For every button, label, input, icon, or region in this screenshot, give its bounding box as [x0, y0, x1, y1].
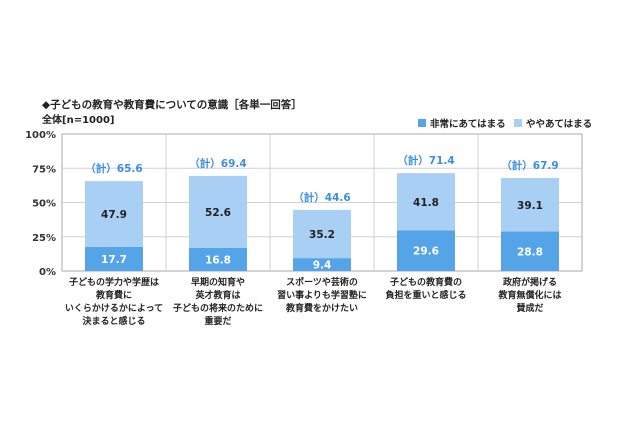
bar-segment-series1 [501, 231, 559, 271]
data-label-series2: 35.2 [309, 229, 335, 241]
x-category-label: 子どもの教育費の負担を重いと感じる [385, 276, 466, 301]
bar-segment-series1 [397, 230, 455, 271]
y-tick-label: 100% [25, 130, 56, 141]
data-label-series1: 9.4 [313, 260, 332, 272]
data-label-series2: 41.8 [413, 197, 439, 209]
data-label-series1: 28.8 [517, 246, 543, 258]
legend-swatch-series2 [514, 119, 522, 127]
y-tick-label: 0% [39, 267, 56, 278]
data-label-series2: 52.6 [205, 207, 231, 219]
legend-label-series2: ややあてはまる [526, 119, 593, 130]
x-category-label: 政府が掲げる教育無償化には賛成だ [497, 276, 561, 314]
x-category-label-line: スポーツや芸術の [286, 276, 358, 288]
chart-title: ◆子どもの教育や教育費についての意識［各単一回答］ [42, 99, 302, 111]
legend-series1: 非常にあてはまる [418, 116, 506, 130]
bar-segment-series2 [85, 181, 143, 247]
bar-segment-series2 [293, 209, 351, 259]
data-label-series1: 17.7 [101, 254, 127, 266]
x-category-label: 子どもの学力や学歴は教育費にいくらかけるかによって決まると感じる [65, 276, 163, 327]
data-label-series1: 16.8 [205, 254, 231, 266]
bar-segment-series1 [293, 258, 351, 271]
x-category-label-line: 賛成だ [516, 302, 543, 314]
bar-segment-series2 [501, 177, 559, 232]
x-category-label: スポーツや芸術の習い事よりも学習塾に教育費をかけたい [277, 276, 367, 314]
x-category-label-line: 重要だ [204, 315, 231, 327]
x-category-label-line: 習い事よりも学習塾に [277, 289, 367, 301]
total-label: （計）44.6 [293, 191, 350, 204]
bar-segment-series2 [397, 173, 455, 231]
x-category-label-line: 政府が掲げる [503, 276, 557, 288]
legend-label-series1: 非常にあてはまる [430, 119, 506, 130]
bar-segment-series1 [85, 246, 143, 271]
x-category-label-line: 教育無償化には [497, 289, 561, 301]
x-category-label-line: 英才教育は [194, 289, 240, 301]
y-tick-label: 50% [32, 199, 56, 210]
total-label: （計）67.9 [501, 159, 558, 172]
total-label: （計）65.6 [85, 162, 142, 175]
x-category-label-line: 子どもの将来のために [173, 302, 263, 314]
data-label-series2: 39.1 [517, 200, 543, 212]
x-category-label-line: いくらかけるかによって [65, 303, 163, 314]
total-label: （計）71.4 [397, 154, 454, 167]
y-tick-label: 25% [32, 233, 56, 244]
x-category-label-line: 負担を重いと感じる [385, 289, 466, 301]
data-label-series1: 29.6 [413, 246, 439, 258]
x-category-label: 早期の知育や英才教育は子どもの将来のために重要だ [173, 276, 263, 327]
x-category-label-line: 早期の知育や [191, 276, 245, 288]
x-category-label-line: 教育費をかけたい [285, 302, 358, 314]
x-category-label-line: 子どもの教育費の [390, 276, 462, 288]
chart-subtitle: 全体[n=1000] [42, 115, 115, 126]
x-category-label-line: 子どもの学力や学歴は [69, 276, 159, 288]
bar-segment-series2 [189, 175, 247, 248]
total-label: （計）69.4 [189, 157, 246, 170]
legend-series2: ややあてはまる [514, 116, 592, 130]
x-category-label-line: 教育費に [95, 289, 132, 301]
legend-swatch-series1 [418, 119, 426, 127]
bar-segment-series1 [189, 247, 247, 271]
x-category-label-line: 決まると感じる [82, 315, 145, 327]
data-label-series2: 47.9 [101, 209, 127, 221]
y-tick-label: 75% [32, 164, 56, 175]
